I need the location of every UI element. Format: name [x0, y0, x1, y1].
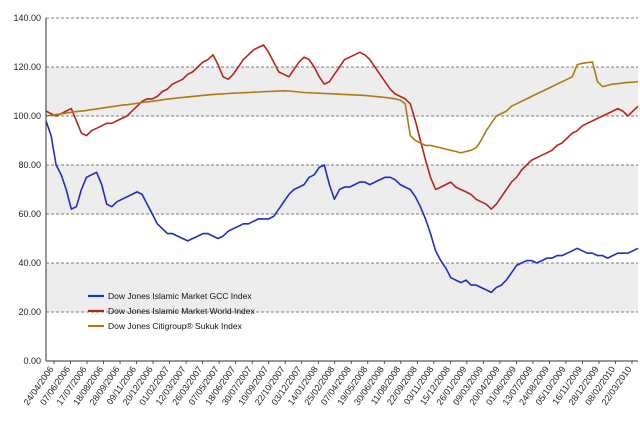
legend-label: Dow Jones Citigroup® Sukuk Index [108, 321, 243, 331]
y-tick-label: 0.00 [23, 356, 41, 366]
background-band [46, 67, 638, 116]
y-tick-label: 60.00 [18, 209, 41, 219]
y-tick-labels: 0.00 20.00 40.00 60.00 80.00 100.00 120.00 140.… [13, 13, 41, 366]
y-tick-label: 100.00 [13, 111, 41, 121]
series-line-2 [45, 44, 639, 210]
series-lines [45, 44, 639, 294]
legend-label: Dow Jones Islamic Market GCC Index [108, 291, 252, 301]
legend: Dow Jones Islamic Market GCC Index Dow Jo… [88, 291, 256, 331]
y-tick-label: 140.00 [13, 13, 41, 23]
legend-label: Dow Jones Islamic Market World Index [108, 306, 256, 316]
series-line-3 [45, 61, 639, 154]
y-tick-label: 20.00 [18, 307, 41, 317]
gridlines [46, 17, 638, 313]
series-line-1 [45, 120, 639, 294]
axes [45, 18, 638, 362]
y-tick-label: 40.00 [18, 258, 41, 268]
y-tick-label: 80.00 [18, 160, 41, 170]
background-bands [46, 67, 638, 312]
x-tick-labels: 24/04/200607/06/200617/07/200618/08/2006… [22, 361, 634, 407]
background-band [46, 165, 638, 214]
y-tick-label: 120.00 [13, 62, 41, 72]
background-band [46, 263, 638, 312]
